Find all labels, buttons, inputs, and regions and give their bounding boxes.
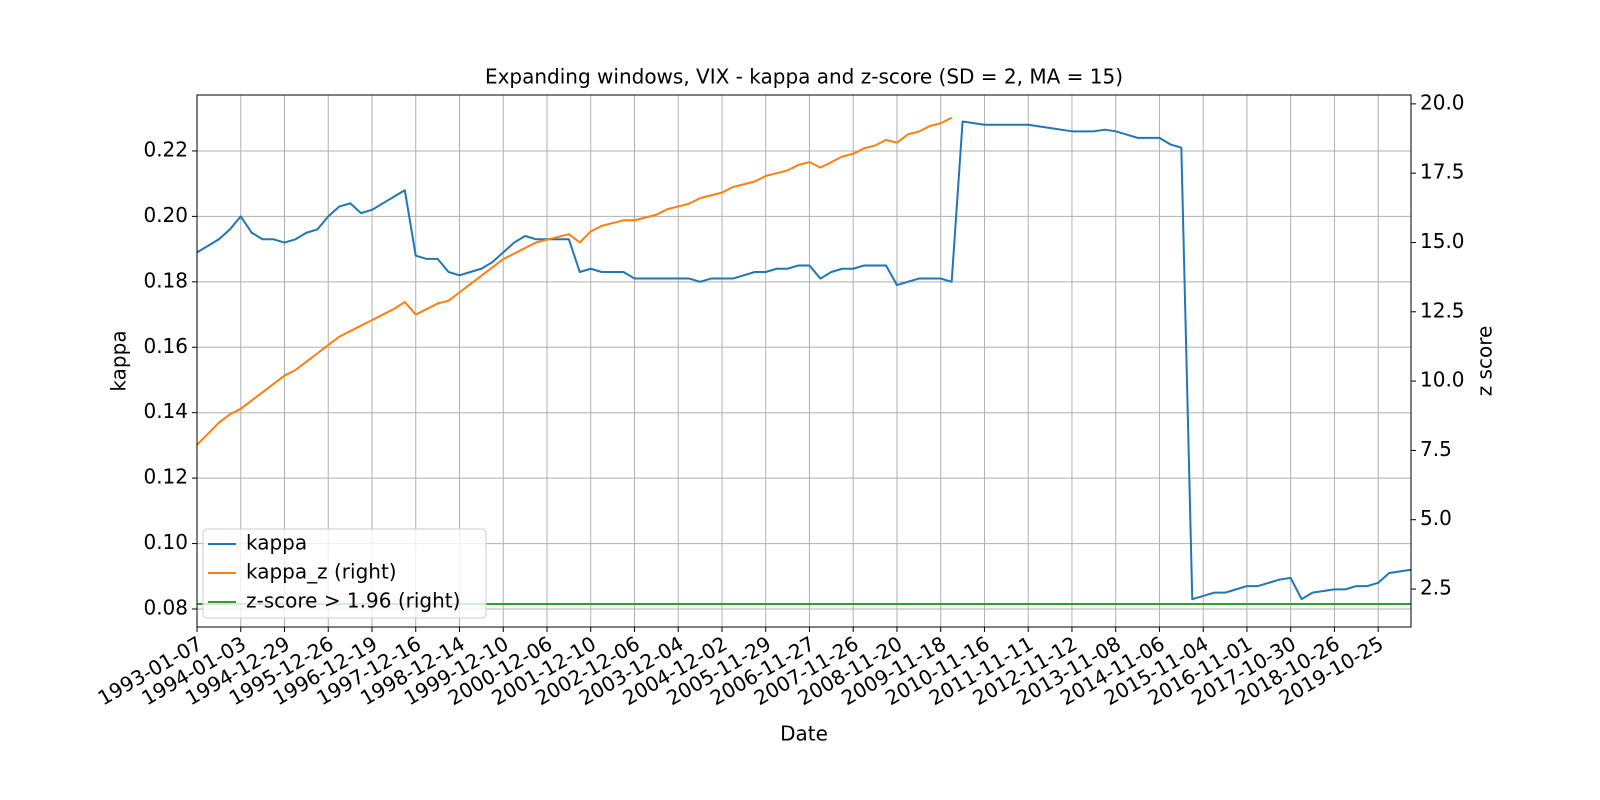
y-tick-label: 0.22 (143, 137, 188, 161)
legend-label: kappa_z (right) (246, 560, 397, 584)
plot-frame (196, 94, 1412, 628)
y2-tick-label: 5.0 (1420, 506, 1452, 530)
y2-tick-label: 2.5 (1420, 576, 1452, 600)
y2-tick-label: 7.5 (1420, 437, 1452, 461)
y-tick-label: 0.16 (143, 334, 188, 358)
y2-tick-label: 12.5 (1420, 298, 1465, 322)
y-tick-label: 0.18 (143, 268, 188, 292)
y2-axis-label: z score (1473, 326, 1497, 397)
y2-tick-label: 20.0 (1420, 90, 1465, 114)
y2-tick-label: 10.0 (1420, 368, 1465, 392)
chart-title: Expanding windows, VIX - kappa and z-sco… (485, 65, 1123, 89)
legend-box (202, 528, 487, 619)
y2-tick-label: 17.5 (1420, 160, 1465, 184)
y-tick-label: 0.08 (143, 596, 188, 620)
y-axis-label: kappa (107, 330, 131, 391)
y-tick-label: 0.10 (143, 530, 188, 554)
y-tick-label: 0.14 (143, 399, 188, 423)
legend-label: kappa (246, 531, 307, 555)
y-tick-label: 0.12 (143, 465, 188, 489)
series-line (196, 116, 953, 446)
series-line (196, 120, 1412, 601)
x-axis-label: Date (780, 722, 828, 746)
y2-tick-label: 15.0 (1420, 229, 1465, 253)
legend-label: z-score > 1.96 (right) (246, 589, 460, 613)
y-tick-label: 0.20 (143, 203, 188, 227)
legend: kappa kappa_z (right) z-score > 1.96 (righ… (202, 528, 487, 619)
